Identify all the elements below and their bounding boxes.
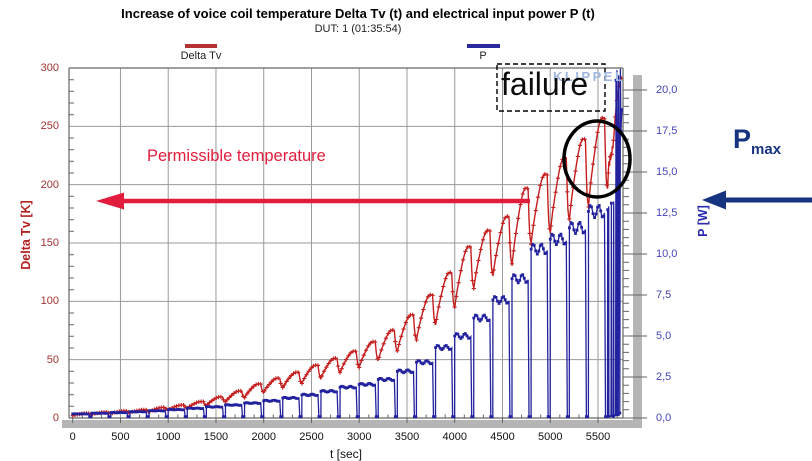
axis-frame	[68, 67, 624, 419]
y-right-tick-label: 17,5	[656, 125, 678, 137]
x-tick-label: 3000	[346, 431, 372, 443]
y-left-minor-ticks	[69, 79, 74, 407]
gray-band-right	[633, 75, 642, 426]
y-right-major-ticks	[623, 89, 647, 419]
failure-dashed-box	[496, 63, 606, 112]
y-left-tick-label: 200	[40, 178, 59, 191]
y-right-minor-ticks	[623, 97, 629, 411]
y-right-tick-label: 5,0	[656, 330, 672, 342]
x-tick-label: 5500	[585, 431, 611, 443]
legend-swatch-p	[467, 44, 500, 48]
x-tick-label: 1000	[155, 431, 181, 443]
y-left-tick-label: 300	[40, 62, 59, 74]
gray-band-bottom	[62, 420, 642, 428]
pmax-annotation: Pmax	[733, 124, 781, 158]
pmax-arrow-head	[702, 190, 726, 210]
y-left-tick-label: 250	[40, 120, 59, 133]
legend-label-p: P	[479, 50, 487, 62]
failure-annotation: failure	[501, 66, 589, 102]
y-right-tick-label: 10,0	[656, 248, 678, 260]
x-tick-label: 2500	[299, 431, 324, 443]
x-tick-label: 500	[111, 431, 130, 443]
x-tick-label: 4000	[442, 431, 467, 443]
x-axis-title: t [sec]	[329, 447, 362, 461]
y-right-tick-label: 7,5	[656, 289, 672, 301]
chart-title: Increase of voice coil temperature Delta…	[121, 6, 595, 21]
y-axis-right-title: P [W]	[696, 205, 710, 237]
y-right-tick-label: 15,0	[656, 166, 678, 178]
failure-circle	[562, 119, 632, 199]
y-left-tick-label: 50	[46, 353, 59, 366]
x-tick-label: 3500	[394, 431, 420, 443]
x-tick-label: 1500	[203, 431, 229, 443]
y-right-tick-label: 0,0	[656, 412, 672, 424]
y-right-tick-label: 20,0	[656, 84, 678, 96]
y-left-tick-label: 150	[40, 237, 59, 249]
pmax-subscript: max	[751, 141, 782, 158]
permissible-arrow-head	[96, 192, 124, 210]
series-p-markers	[71, 78, 623, 419]
legend-swatch-delta-tv	[185, 44, 217, 48]
klippel-watermark: KLIPPEL	[553, 69, 626, 84]
y-right-tick-label: 2,5	[656, 371, 672, 383]
y-left-tick-label: 100	[40, 295, 59, 308]
chart-subtitle: DUT: 1 (01:35:54)	[314, 23, 402, 35]
x-major-ticks	[72, 418, 599, 423]
pmax-base-text: P	[733, 124, 752, 154]
y-right-tick-label: 12,5	[656, 207, 678, 219]
legend-label-delta-tv: Delta Tv	[180, 50, 222, 62]
x-tick-label: 0	[69, 431, 76, 443]
y-left-tick-label: 0	[52, 412, 59, 424]
x-tick-label: 2000	[251, 431, 276, 443]
permissible-temperature-annotation: Permissible temperature	[147, 147, 326, 165]
x-tick-label: 5000	[538, 431, 563, 443]
x-tick-label: 4500	[490, 431, 515, 443]
